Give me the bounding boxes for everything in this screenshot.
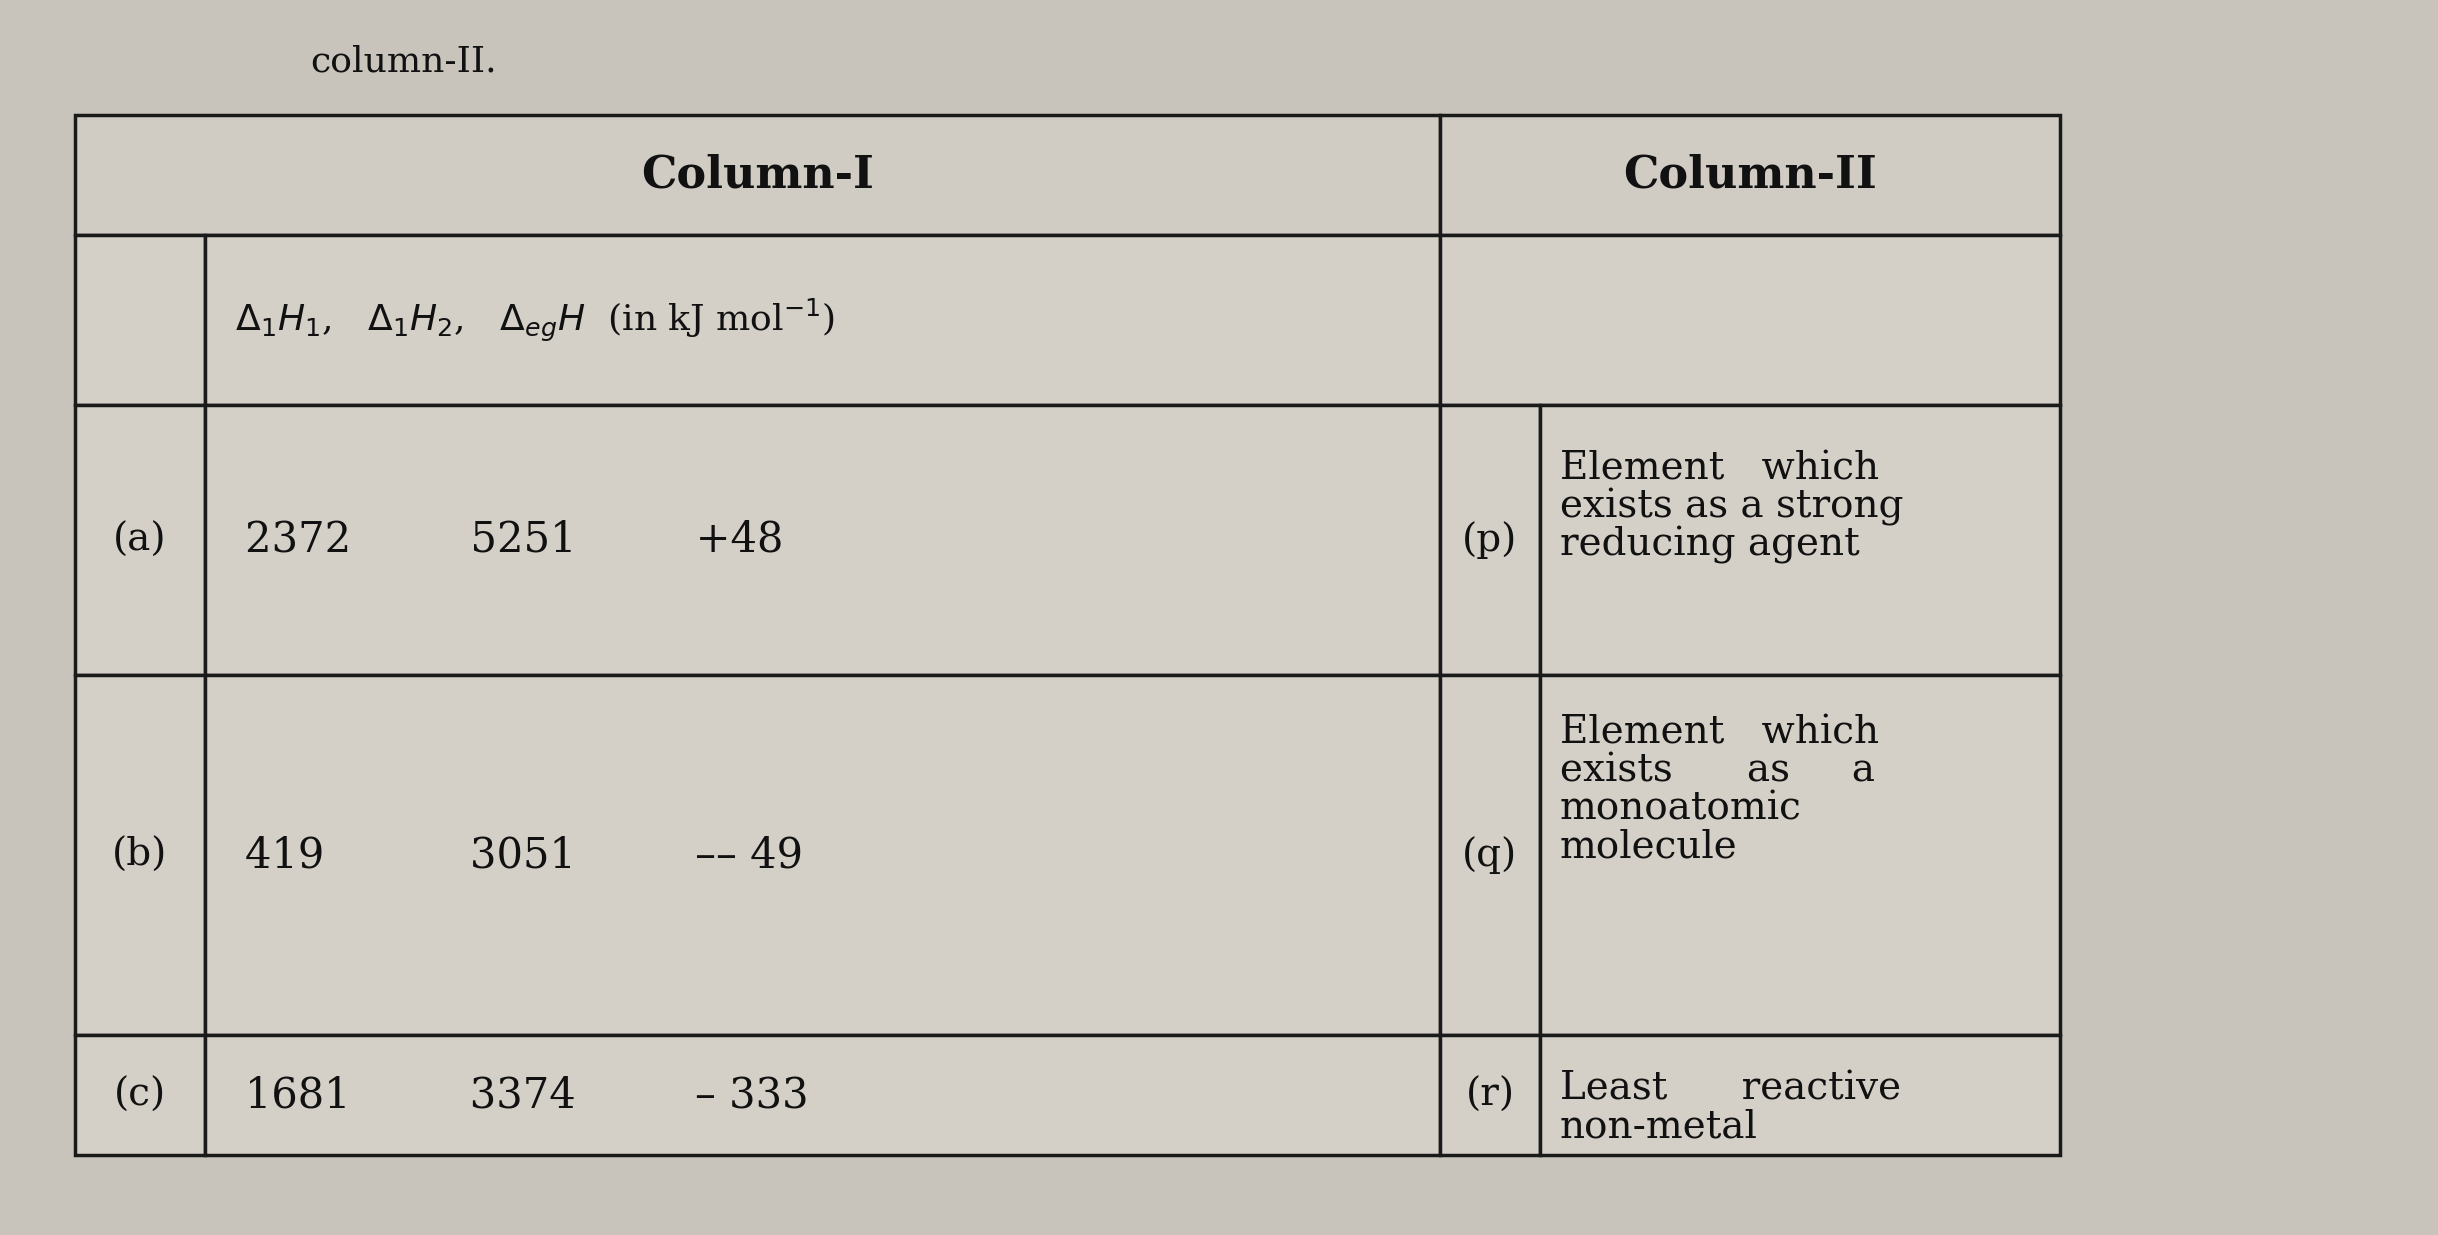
Text: Element   which: Element which xyxy=(1560,715,1880,752)
Bar xyxy=(76,676,205,1035)
Bar xyxy=(205,1035,1441,1155)
Text: (c): (c) xyxy=(115,1077,166,1114)
Bar xyxy=(1441,1035,1541,1155)
Bar xyxy=(1441,405,1541,676)
Bar xyxy=(76,235,205,405)
Text: Column-I: Column-I xyxy=(641,153,873,196)
Text: molecule: molecule xyxy=(1560,829,1738,866)
Text: (a): (a) xyxy=(112,521,166,558)
Text: (p): (p) xyxy=(1463,521,1519,559)
Bar xyxy=(76,1035,205,1155)
Bar xyxy=(1541,1035,2060,1155)
Text: (b): (b) xyxy=(112,836,168,873)
Bar xyxy=(205,235,1441,405)
Text: reducing agent: reducing agent xyxy=(1560,526,1860,564)
Bar xyxy=(1541,676,2060,1035)
Text: 1681         3374         – 333: 1681 3374 – 333 xyxy=(244,1074,809,1116)
Text: (r): (r) xyxy=(1465,1077,1514,1114)
Bar xyxy=(1441,115,2060,235)
Text: Column-II: Column-II xyxy=(1624,153,1877,196)
Text: Least      reactive: Least reactive xyxy=(1560,1070,1902,1107)
Bar xyxy=(205,676,1441,1035)
Text: column-II.: column-II. xyxy=(310,44,497,79)
Bar xyxy=(76,115,1441,235)
Bar xyxy=(1541,405,2060,676)
Text: 2372         5251         +48: 2372 5251 +48 xyxy=(244,519,783,561)
Text: $\Delta_1 H_1$,   $\Delta_1 H_2$,   $\Delta_{eg} H$  (in kJ mol$^{-1}$): $\Delta_1 H_1$, $\Delta_1 H_2$, $\Delta_… xyxy=(234,296,836,343)
Text: exists as a strong: exists as a strong xyxy=(1560,488,1904,526)
Text: (q): (q) xyxy=(1463,836,1516,874)
Text: non-metal: non-metal xyxy=(1560,1108,1758,1145)
Bar xyxy=(1441,676,1541,1035)
Bar xyxy=(76,405,205,676)
Text: 419           3051         –– 49: 419 3051 –– 49 xyxy=(244,834,802,876)
Text: monoatomic: monoatomic xyxy=(1560,790,1802,827)
Bar xyxy=(205,405,1441,676)
Text: exists      as     a: exists as a xyxy=(1560,753,1875,790)
Bar xyxy=(1441,235,2060,405)
Text: Element   which: Element which xyxy=(1560,450,1880,487)
